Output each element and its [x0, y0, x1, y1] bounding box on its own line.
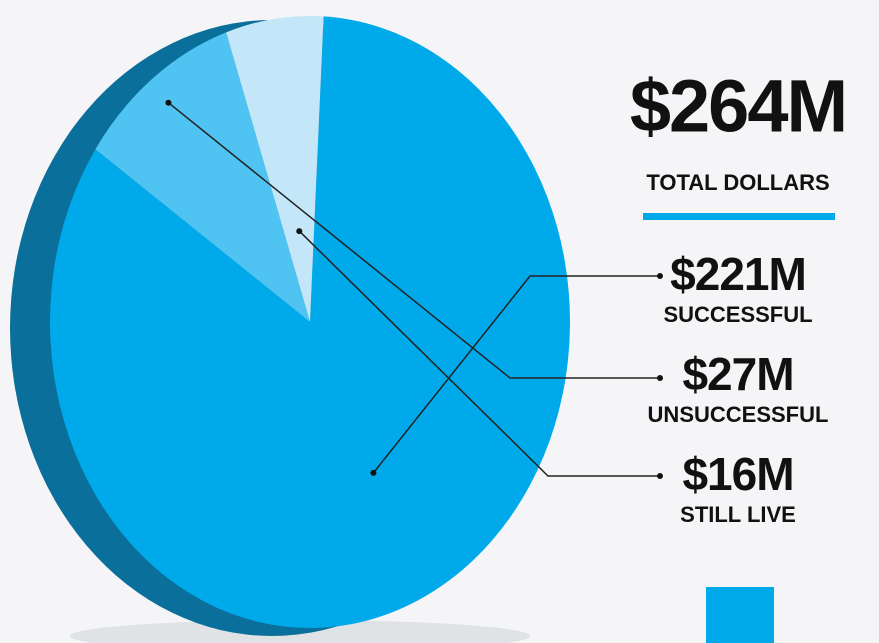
leader-dot — [657, 473, 663, 479]
decor-square — [706, 587, 774, 643]
pie — [50, 16, 571, 629]
value-label: $27M — [682, 348, 793, 400]
total-caption: TOTAL DOLLARS — [646, 170, 829, 195]
pie-slice — [226, 16, 324, 323]
category-label: UNSUCCESSFUL — [648, 402, 829, 427]
leader-line — [372, 275, 660, 474]
leader-line — [298, 230, 660, 477]
value-label: $221M — [670, 248, 806, 300]
pie-slice — [50, 16, 571, 629]
leader-dot — [657, 375, 663, 381]
leader-dot — [296, 228, 303, 235]
divider — [643, 213, 835, 220]
pie-slice — [95, 32, 310, 323]
leader-dot — [657, 273, 663, 279]
total-amount: $264M — [630, 65, 846, 148]
leader-dot — [370, 469, 377, 476]
leader-dot — [165, 99, 172, 106]
category-label: STILL LIVE — [680, 502, 796, 527]
leader-line — [167, 102, 660, 379]
category-label: SUCCESSFUL — [663, 302, 812, 327]
value-label: $16M — [682, 448, 793, 500]
